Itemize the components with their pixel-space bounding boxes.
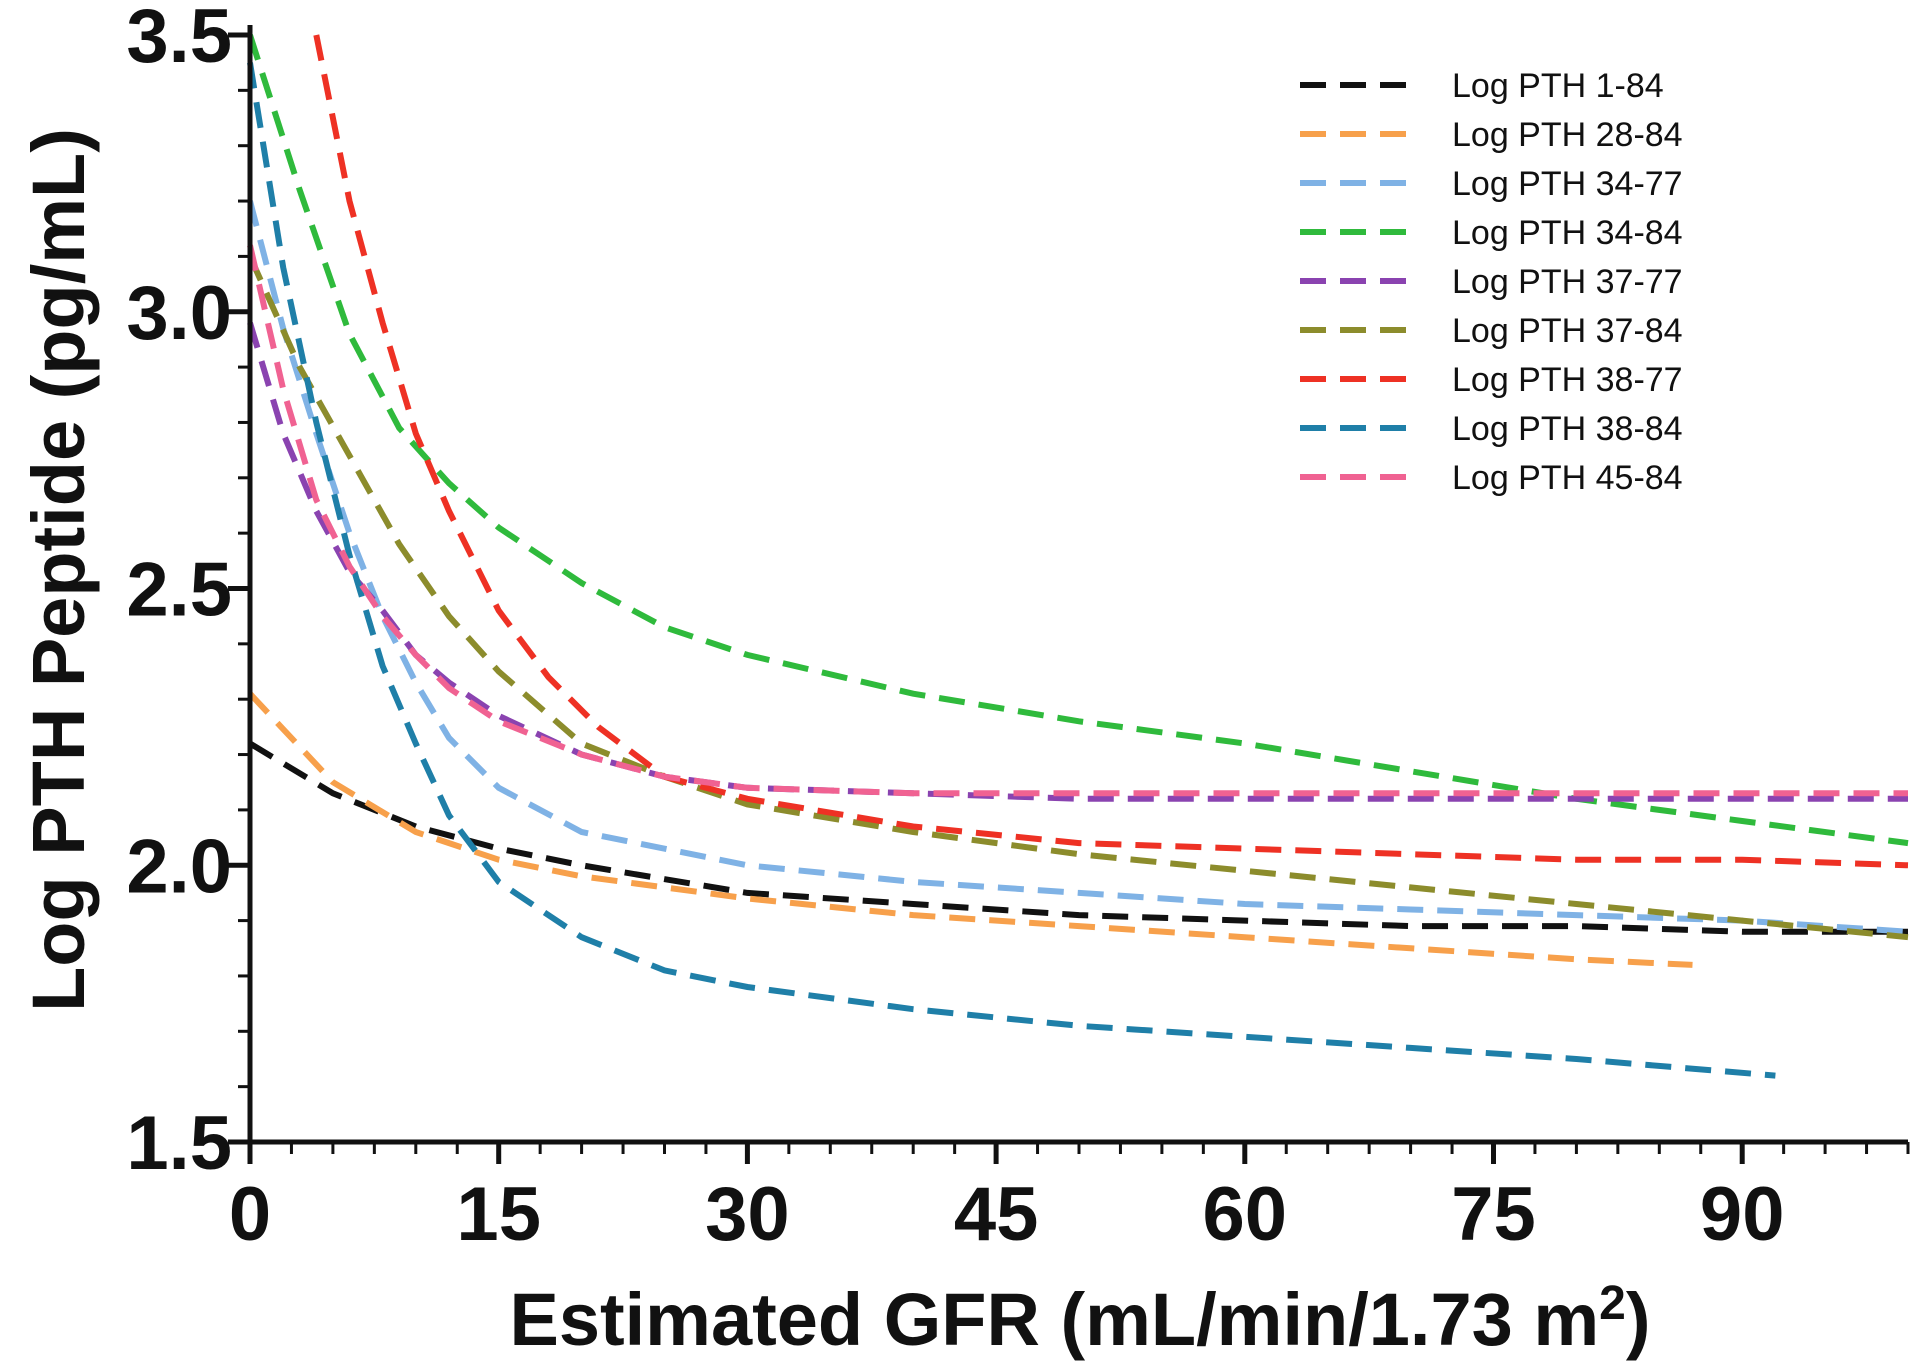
legend-label: Log PTH 28-84 bbox=[1452, 116, 1683, 154]
legend-item: Log PTH 38-84 bbox=[1300, 410, 1683, 448]
plot-lines bbox=[247, 34, 1909, 1079]
legend-label: Log PTH 1-84 bbox=[1452, 67, 1664, 105]
x-tick-label: 60 bbox=[1203, 1172, 1288, 1257]
legend: Log PTH 1-84 Log PTH 28-84 Log PTH 34-77 Lo… bbox=[1300, 67, 1683, 497]
series-line-34-84 bbox=[247, 34, 1909, 847]
legend-item: Log PTH 37-77 bbox=[1300, 263, 1683, 301]
y-tick-label: 2.0 bbox=[126, 824, 232, 909]
x-tick-labels: 0 15 30 45 60 75 90 bbox=[229, 1172, 1785, 1257]
y-tick-label: 3.0 bbox=[126, 271, 232, 356]
y-tick-label: 3.5 bbox=[126, 0, 232, 79]
legend-item: Log PTH 34-77 bbox=[1300, 165, 1683, 203]
legend-label: Log PTH 34-84 bbox=[1452, 214, 1683, 252]
series-line-1-84 bbox=[248, 740, 1908, 935]
x-tick-label: 0 bbox=[229, 1172, 271, 1257]
series-line-28-84 bbox=[247, 691, 1693, 968]
x-tick-label: 30 bbox=[705, 1172, 790, 1257]
x-axis-title-close: ) bbox=[1626, 1278, 1651, 1361]
legend-label: Log PTH 45-84 bbox=[1452, 459, 1683, 497]
legend-label: Log PTH 37-77 bbox=[1452, 263, 1683, 301]
x-axis-title-text: Estimated GFR (mL/min/1.73 m bbox=[509, 1278, 1599, 1361]
series-line-45-84 bbox=[247, 244, 1908, 797]
y-tick-label: 2.5 bbox=[126, 548, 232, 633]
x-tick-label: 15 bbox=[456, 1172, 541, 1257]
x-axis-title: Estimated GFR (mL/min/1.73 m2) bbox=[509, 1277, 1650, 1362]
y-tick-label: 1.5 bbox=[126, 1101, 232, 1186]
x-tick-label: 45 bbox=[954, 1172, 1039, 1257]
legend-label: Log PTH 37-84 bbox=[1452, 312, 1683, 350]
x-tick-label: 90 bbox=[1700, 1172, 1785, 1257]
series-line-34-77 bbox=[247, 200, 1909, 935]
legend-item: Log PTH 37-84 bbox=[1300, 312, 1683, 350]
legend-label: Log PTH 34-77 bbox=[1452, 165, 1683, 203]
legend-label: Log PTH 38-77 bbox=[1452, 361, 1683, 399]
legend-item: Log PTH 1-84 bbox=[1300, 67, 1664, 105]
y-axis-title: Log PTH Peptide (pg/mL) bbox=[17, 128, 100, 1012]
legend-item: Log PTH 45-84 bbox=[1300, 459, 1683, 497]
legend-item: Log PTH 38-77 bbox=[1300, 361, 1683, 399]
x-axis-title-superscript: 2 bbox=[1599, 1277, 1626, 1330]
legend-item: Log PTH 34-84 bbox=[1300, 214, 1683, 252]
legend-item: Log PTH 28-84 bbox=[1300, 116, 1683, 154]
y-tick-labels: 1.5 2.0 2.5 3.0 3.5 bbox=[126, 0, 232, 1186]
legend-label: Log PTH 38-84 bbox=[1452, 410, 1683, 448]
series-line-38-84 bbox=[247, 62, 1776, 1079]
axes bbox=[228, 25, 1910, 1164]
x-tick-label: 75 bbox=[1451, 1172, 1536, 1257]
series-line-37-84 bbox=[247, 255, 1909, 941]
